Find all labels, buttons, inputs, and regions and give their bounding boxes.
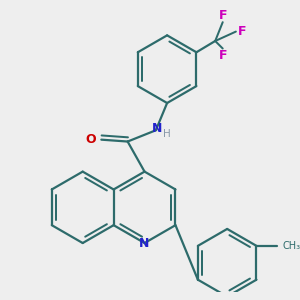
Text: F: F	[238, 25, 247, 38]
Text: F: F	[218, 49, 227, 62]
Text: H: H	[163, 129, 171, 139]
Text: O: O	[85, 133, 96, 146]
Text: F: F	[218, 9, 227, 22]
Text: CH₃: CH₃	[283, 241, 300, 251]
Text: N: N	[140, 236, 150, 250]
Text: N: N	[152, 122, 162, 135]
